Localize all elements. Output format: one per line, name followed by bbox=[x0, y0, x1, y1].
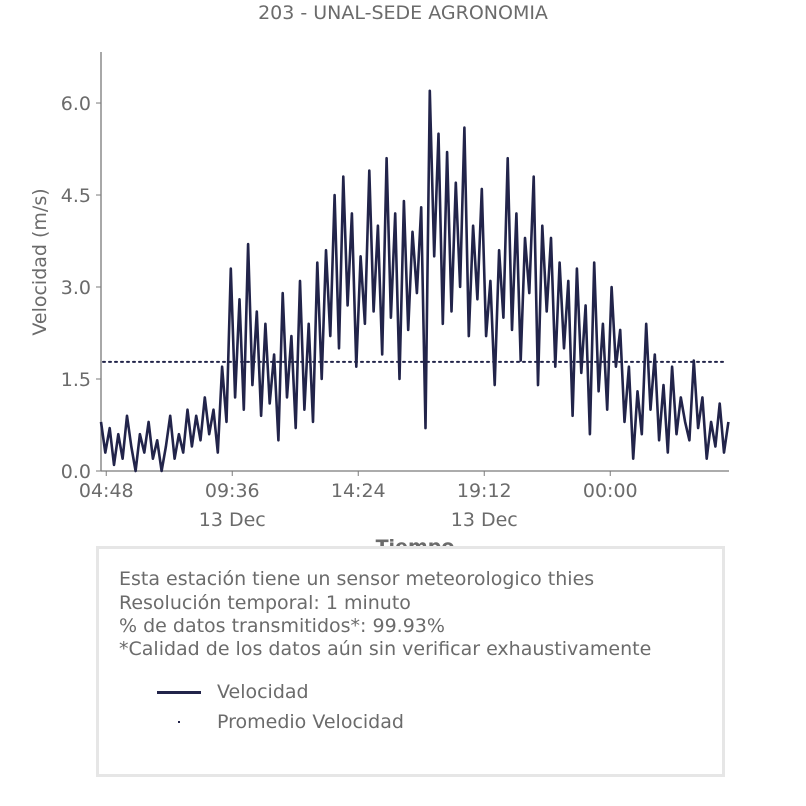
series-line-velocidad bbox=[99, 89, 730, 473]
legend-line-icon bbox=[157, 691, 201, 694]
legend-label: Velocidad bbox=[217, 681, 309, 703]
info-resolution: Resolución temporal: 1 minuto bbox=[119, 592, 411, 614]
chart-title: 203 - UNAL-SEDE AGRONOMIA bbox=[258, 2, 548, 24]
info-station-sensor: Esta estación tiene un sensor meteorolog… bbox=[119, 568, 595, 590]
x-tick-date-label: 13 Dec bbox=[199, 509, 266, 531]
legend-item-promedio: Promedio Velocidad bbox=[157, 709, 557, 735]
x-tick-label: 14:24 bbox=[331, 480, 386, 502]
x-tick-label: 19:12 bbox=[457, 480, 512, 502]
legend-dot-icon bbox=[178, 721, 180, 723]
info-quality-note: *Calidad de los datos aún sin verificar … bbox=[119, 638, 652, 660]
x-tick-label: 09:36 bbox=[205, 480, 260, 502]
y-tick-label: 0.0 bbox=[61, 461, 91, 483]
info-legend-box: Esta estación tiene un sensor meteorolog… bbox=[96, 546, 725, 777]
x-tick-label: 04:48 bbox=[79, 480, 134, 502]
y-axis-title: Velocidad (m/s) bbox=[29, 188, 51, 335]
y-tick-label: 3.0 bbox=[61, 277, 91, 299]
info-transmitted: % de datos transmitidos*: 99.93% bbox=[119, 615, 445, 637]
x-axis: 04:48 09:36 13 Dec 14:24 19:12 13 Dec 00:00 bbox=[79, 470, 729, 531]
x-tick-date-label: 13 Dec bbox=[451, 509, 518, 531]
legend-item-velocidad: Velocidad bbox=[157, 679, 557, 705]
y-tick-label: 1.5 bbox=[61, 369, 91, 391]
y-axis: 0.0 1.5 3.0 4.5 6.0 bbox=[61, 52, 102, 483]
y-tick-label: 4.5 bbox=[61, 185, 91, 207]
y-tick-label: 6.0 bbox=[61, 93, 91, 115]
legend-label: Promedio Velocidad bbox=[217, 711, 404, 733]
x-tick-label: 00:00 bbox=[583, 480, 638, 502]
